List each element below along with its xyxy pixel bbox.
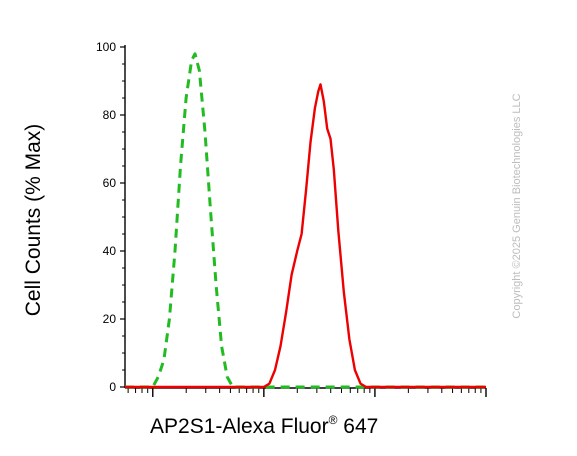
y-tick-label: 60 bbox=[103, 176, 117, 190]
series-layer bbox=[125, 52, 486, 389]
registered-mark: ® bbox=[328, 413, 338, 427]
x-axis-label-text: AP2S1-Alexa Fluor bbox=[150, 415, 329, 438]
series-line-2 bbox=[125, 83, 486, 389]
x-axis-label: AP2S1-Alexa Fluor® 647 bbox=[150, 413, 378, 439]
y-tick-label: 0 bbox=[109, 380, 116, 394]
copyright-watermark: Copyright ©2025 Genuin Biotechnologies L… bbox=[511, 93, 523, 319]
x-axis bbox=[125, 387, 487, 397]
series-line-1 bbox=[125, 52, 486, 389]
y-tick-label: 20 bbox=[103, 312, 117, 326]
y-tick-label: 40 bbox=[103, 244, 117, 258]
y-axis-label: Cell Counts (% Max) bbox=[22, 123, 45, 317]
y-tick-label: 100 bbox=[96, 40, 116, 54]
y-tick-label: 80 bbox=[103, 108, 117, 122]
x-axis-label-suffix: 647 bbox=[337, 415, 379, 438]
y-axis: 0 20 40 60 80 100 bbox=[96, 40, 126, 394]
